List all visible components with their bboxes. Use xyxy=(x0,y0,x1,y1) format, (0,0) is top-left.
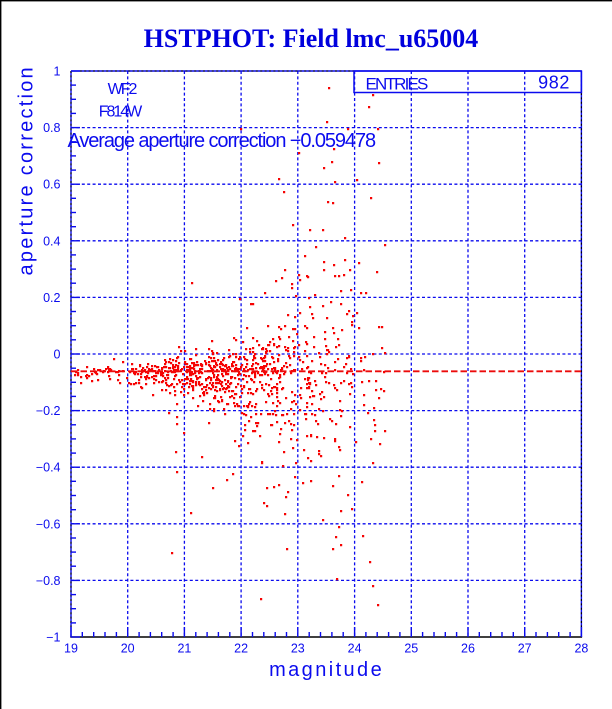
svg-text:26: 26 xyxy=(461,642,475,656)
svg-text:ENTRIES: ENTRIES xyxy=(366,74,429,93)
svg-text:27: 27 xyxy=(518,642,532,656)
svg-text:−1: −1 xyxy=(46,631,60,645)
svg-text:24: 24 xyxy=(348,642,362,656)
svg-text:F814W: F814W xyxy=(99,104,143,121)
svg-text:−0.6: −0.6 xyxy=(36,517,61,531)
svg-text:19: 19 xyxy=(64,642,78,656)
svg-text:21: 21 xyxy=(177,642,191,656)
svg-text:22: 22 xyxy=(234,642,248,656)
svg-text:982: 982 xyxy=(538,73,570,93)
svg-text:0.2: 0.2 xyxy=(43,291,60,305)
svg-text:20: 20 xyxy=(121,642,135,656)
svg-text:0: 0 xyxy=(54,348,61,362)
svg-text:magnitude: magnitude xyxy=(269,659,384,681)
svg-text:−0.8: −0.8 xyxy=(36,574,61,588)
svg-text:−0.2: −0.2 xyxy=(36,404,61,418)
svg-text:23: 23 xyxy=(291,642,305,656)
svg-text:aperture correction: aperture correction xyxy=(16,65,38,275)
svg-text:0.8: 0.8 xyxy=(43,121,60,135)
svg-text:0.6: 0.6 xyxy=(43,178,60,192)
svg-text:Average aperture correction −0: Average aperture correction −0.059478 xyxy=(68,130,376,152)
svg-text:WF2: WF2 xyxy=(108,81,138,98)
svg-text:−0.4: −0.4 xyxy=(36,461,61,475)
svg-text:25: 25 xyxy=(404,642,418,656)
svg-text:1: 1 xyxy=(54,65,61,79)
svg-text:HSTPHOT: Field lmc_u65004: HSTPHOT: Field lmc_u65004 xyxy=(144,24,479,53)
svg-text:28: 28 xyxy=(574,642,588,656)
svg-text:0.4: 0.4 xyxy=(43,234,60,248)
